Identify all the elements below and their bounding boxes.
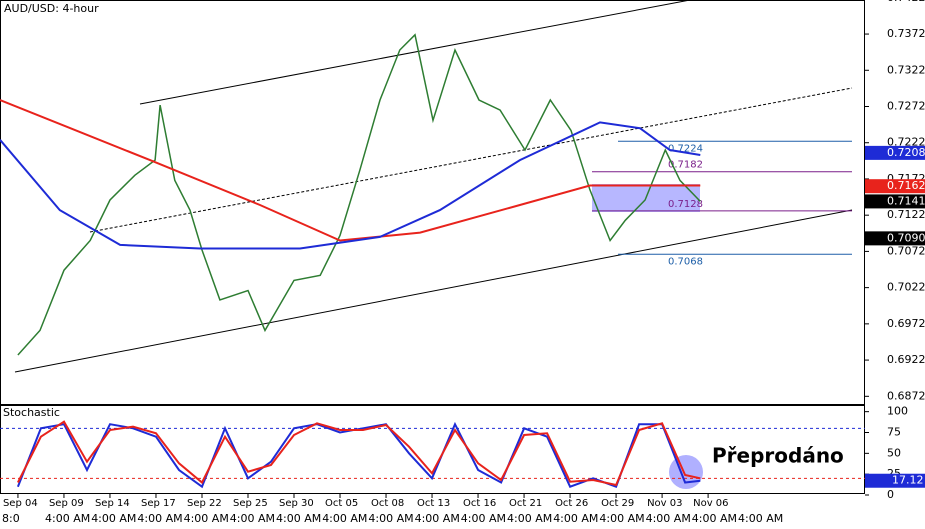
time-label: 8:0 — [2, 512, 20, 525]
y-tick-label: 0.6922 — [887, 353, 925, 366]
x-tick-label: Oct 21 — [509, 498, 542, 509]
y-tick-label: 0.7022 — [887, 281, 925, 294]
x-tick-label: Sep 25 — [233, 498, 268, 509]
fib-label: 0.7128 — [668, 199, 703, 210]
price-tag — [865, 179, 925, 194]
price-tag-label: 0.7208 — [887, 146, 925, 159]
panel-title: Stochastic — [3, 406, 60, 419]
y-tick-label: 0.7222 — [887, 136, 925, 149]
x-tick-label: Sep 22 — [187, 498, 222, 509]
chart-title: AUD/USD: 4-hour — [4, 2, 99, 15]
time-label: 4:00 AM — [368, 512, 413, 525]
x-tick-label: Sep 04 — [3, 498, 38, 509]
channel-mid — [89, 87, 853, 233]
annotation: Přeprodáno — [712, 444, 844, 468]
time-label: 4:00 AM — [276, 512, 321, 525]
time-label: 4:00 AM — [322, 512, 367, 525]
y-tick-label: 0.6872 — [887, 389, 925, 402]
series-line — [17, 33, 701, 356]
x-tick-label: Oct 16 — [463, 498, 496, 509]
y-tick-label: 100 — [887, 405, 908, 418]
time-label: 4:00 AM — [230, 512, 275, 525]
value-tag — [865, 473, 925, 488]
x-tick-label: Oct 05 — [325, 498, 358, 509]
time-label: 4:00 AM — [184, 512, 229, 525]
x-tick-label: Sep 17 — [141, 498, 176, 509]
time-label: 4:00 AM — [415, 512, 460, 525]
x-tick-label: Nov 06 — [693, 498, 728, 509]
y-tick-label: 0.7122 — [887, 208, 925, 221]
x-tick-label: Oct 29 — [601, 498, 634, 509]
y-tick-label: 0.6972 — [887, 317, 925, 330]
x-tick-label: Oct 08 — [371, 498, 404, 509]
price-tag — [865, 145, 925, 160]
value-tag-label: 17.12 — [892, 474, 924, 487]
time-label: 4:00 AM — [507, 512, 552, 525]
y-tick-label: 0.7072 — [887, 244, 925, 257]
y-tick-label: 50 — [887, 446, 901, 459]
price-tag-label: 0.7162 — [887, 179, 925, 192]
y-tick-label: 75 — [887, 426, 901, 439]
y-tick-label: 0.7272 — [887, 100, 925, 113]
time-label: 4:00 AM — [461, 512, 506, 525]
price-tag-label: 0.7090 — [887, 231, 925, 244]
x-tick-label: Oct 13 — [417, 498, 450, 509]
time-label: 4:00 AM — [553, 512, 598, 525]
time-label: 4:00 AM — [646, 512, 691, 525]
price-tag-label: 0.7141 — [887, 194, 925, 207]
fib-label: 0.7182 — [668, 160, 703, 171]
x-tick-label: Oct 26 — [555, 498, 588, 509]
stoch-panel — [0, 405, 865, 494]
y-tick-label: 0 — [887, 488, 894, 501]
y-tick-label: 0.7422 — [887, 0, 925, 4]
time-label: 4:00 AM — [137, 512, 182, 525]
x-tick-label: Sep 09 — [49, 498, 84, 509]
y-tick-label: 0.7322 — [887, 63, 925, 76]
time-label: 4:00 AM — [738, 512, 783, 525]
channel-line — [14, 209, 853, 373]
time-label: 4:00 AM — [599, 512, 644, 525]
series-line — [17, 420, 701, 487]
price-tag — [865, 231, 925, 246]
time-label: 4:00 AM — [45, 512, 90, 525]
highlight — [669, 455, 703, 489]
fib-label: 0.7068 — [668, 256, 703, 267]
time-label: 4:00 AM — [692, 512, 737, 525]
price-panel — [0, 0, 865, 405]
x-tick-label: Sep 14 — [95, 498, 130, 509]
price-tag — [865, 194, 925, 209]
series-line — [16, 421, 701, 489]
y-tick-label: 0.7372 — [887, 27, 925, 40]
channel-line — [139, 0, 691, 105]
x-tick-label: Sep 30 — [279, 498, 314, 509]
series-line — [0, 121, 701, 250]
time-label: 4:00 AM — [91, 512, 136, 525]
x-tick-label: Nov 03 — [647, 498, 682, 509]
fib-label: 0.7224 — [668, 143, 703, 154]
